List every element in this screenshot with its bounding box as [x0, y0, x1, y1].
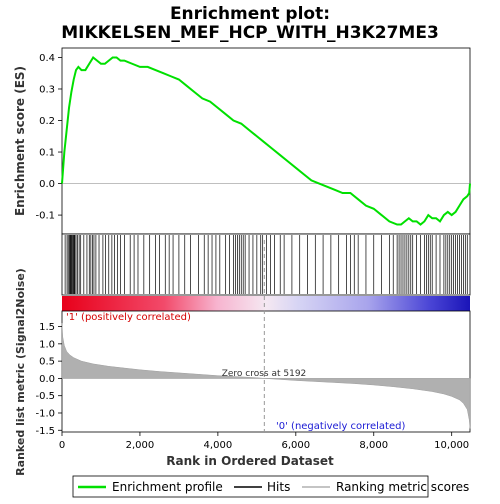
- positive-correlation-label: '1' (positively correlated): [66, 312, 191, 323]
- x-axis-ticks: 0 2,000 4,000 6,000 8,000 10,000: [59, 432, 469, 451]
- metric-y-tick-label: -0.5: [35, 391, 55, 402]
- es-y-axis-label: Enrichment score (ES): [13, 66, 27, 216]
- ranking-color-bar: [62, 296, 470, 311]
- metric-y-tick-label: 1.5: [39, 322, 55, 333]
- es-y-tick-label: 0.4: [39, 53, 55, 64]
- es-y-tick-label: -0.1: [35, 211, 55, 222]
- x-tick-label: 6,000: [281, 440, 310, 451]
- metric-y-tick-label: 1.0: [39, 339, 55, 350]
- hits-panel: [61, 233, 471, 296]
- x-tick-label: 10,000: [434, 440, 469, 451]
- metric-y-tick-label: 0.5: [39, 357, 55, 368]
- metric-y-tick-label: 0.0: [39, 374, 55, 385]
- es-y-tick-label: 0.1: [39, 148, 55, 159]
- legend-metric-label: Ranking metric scores: [336, 480, 469, 494]
- metric-panel: -1.5 -1.0 -0.5 0.0 0.5 1.0 1.5 '1' (positively…: [14, 240, 471, 476]
- metric-y-ticks: -1.5 -1.0 -0.5 0.0 0.5 1.0 1.5: [35, 322, 62, 437]
- es-panel-frame: [61, 47, 471, 235]
- x-tick-label: 4,000: [204, 440, 233, 451]
- x-tick-label: 8,000: [359, 440, 388, 451]
- chart-title-line1: Enrichment plot:: [170, 4, 330, 24]
- metric-y-tick-label: -1.0: [35, 408, 55, 419]
- legend-hits-label: Hits: [267, 480, 290, 494]
- legend: Enrichment profile Hits Ranking metric s…: [72, 475, 469, 498]
- x-axis-label: Rank in Ordered Dataset: [166, 454, 334, 468]
- es-y-tick-label: 0.2: [39, 116, 55, 127]
- metric-y-tick-label: -1.5: [35, 426, 55, 437]
- x-tick-label: 0: [59, 440, 65, 451]
- legend-profile-label: Enrichment profile: [112, 480, 223, 494]
- ranking-metric-area: [61, 323, 471, 429]
- hit-marks: [64, 235, 468, 294]
- zero-cross-label: Zero cross at 5192: [222, 369, 307, 379]
- es-y-tick-label: 0.0: [39, 179, 55, 190]
- enrichment-profile-line: [61, 55, 471, 226]
- x-tick-label: 2,000: [126, 440, 155, 451]
- es-y-tick-label: 0.3: [39, 84, 55, 95]
- metric-y-axis-label: Ranked list metric (Signal2Noise): [14, 268, 27, 476]
- es-panel: -0.1 0.0 0.1 0.2 0.3 0.4 Enrichment score (ES…: [13, 47, 471, 235]
- es-y-ticks: -0.1 0.0 0.1 0.2 0.3 0.4: [35, 53, 62, 222]
- chart-title-line2: MIKKELSEN_MEF_HCP_WITH_H3K27ME3: [61, 23, 439, 43]
- negative-correlation-label: '0' (negatively correlated): [276, 421, 405, 432]
